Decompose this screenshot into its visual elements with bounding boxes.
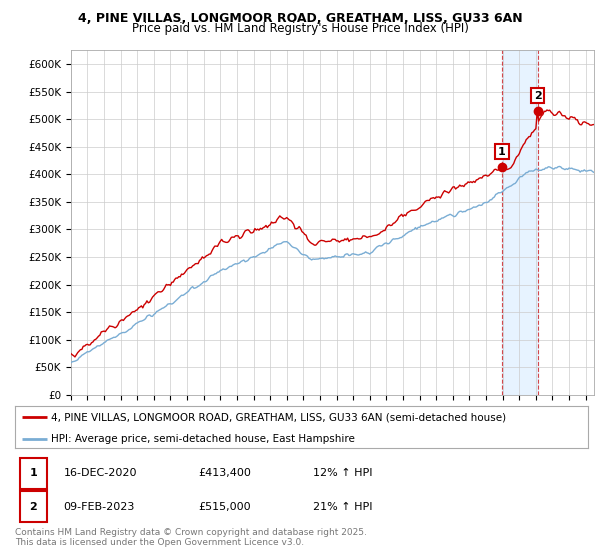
- Text: £413,400: £413,400: [199, 468, 251, 478]
- Text: Price paid vs. HM Land Registry's House Price Index (HPI): Price paid vs. HM Land Registry's House …: [131, 22, 469, 35]
- Text: Contains HM Land Registry data © Crown copyright and database right 2025.
This d: Contains HM Land Registry data © Crown c…: [15, 528, 367, 547]
- Text: 09-FEB-2023: 09-FEB-2023: [64, 502, 135, 512]
- Text: HPI: Average price, semi-detached house, East Hampshire: HPI: Average price, semi-detached house,…: [51, 434, 355, 444]
- Text: 2: 2: [534, 91, 542, 101]
- Text: 4, PINE VILLAS, LONGMOOR ROAD, GREATHAM, LISS, GU33 6AN: 4, PINE VILLAS, LONGMOOR ROAD, GREATHAM,…: [77, 12, 523, 25]
- Text: 4, PINE VILLAS, LONGMOOR ROAD, GREATHAM, LISS, GU33 6AN (semi-detached house): 4, PINE VILLAS, LONGMOOR ROAD, GREATHAM,…: [51, 412, 506, 422]
- Text: 16-DEC-2020: 16-DEC-2020: [64, 468, 137, 478]
- FancyBboxPatch shape: [20, 458, 47, 488]
- Text: 12% ↑ HPI: 12% ↑ HPI: [313, 468, 373, 478]
- FancyBboxPatch shape: [20, 492, 47, 522]
- Text: 1: 1: [498, 147, 506, 157]
- Text: 2: 2: [29, 502, 37, 512]
- Bar: [502, 50, 538, 395]
- Text: 21% ↑ HPI: 21% ↑ HPI: [313, 502, 373, 512]
- Text: £515,000: £515,000: [199, 502, 251, 512]
- Text: 1: 1: [29, 468, 37, 478]
